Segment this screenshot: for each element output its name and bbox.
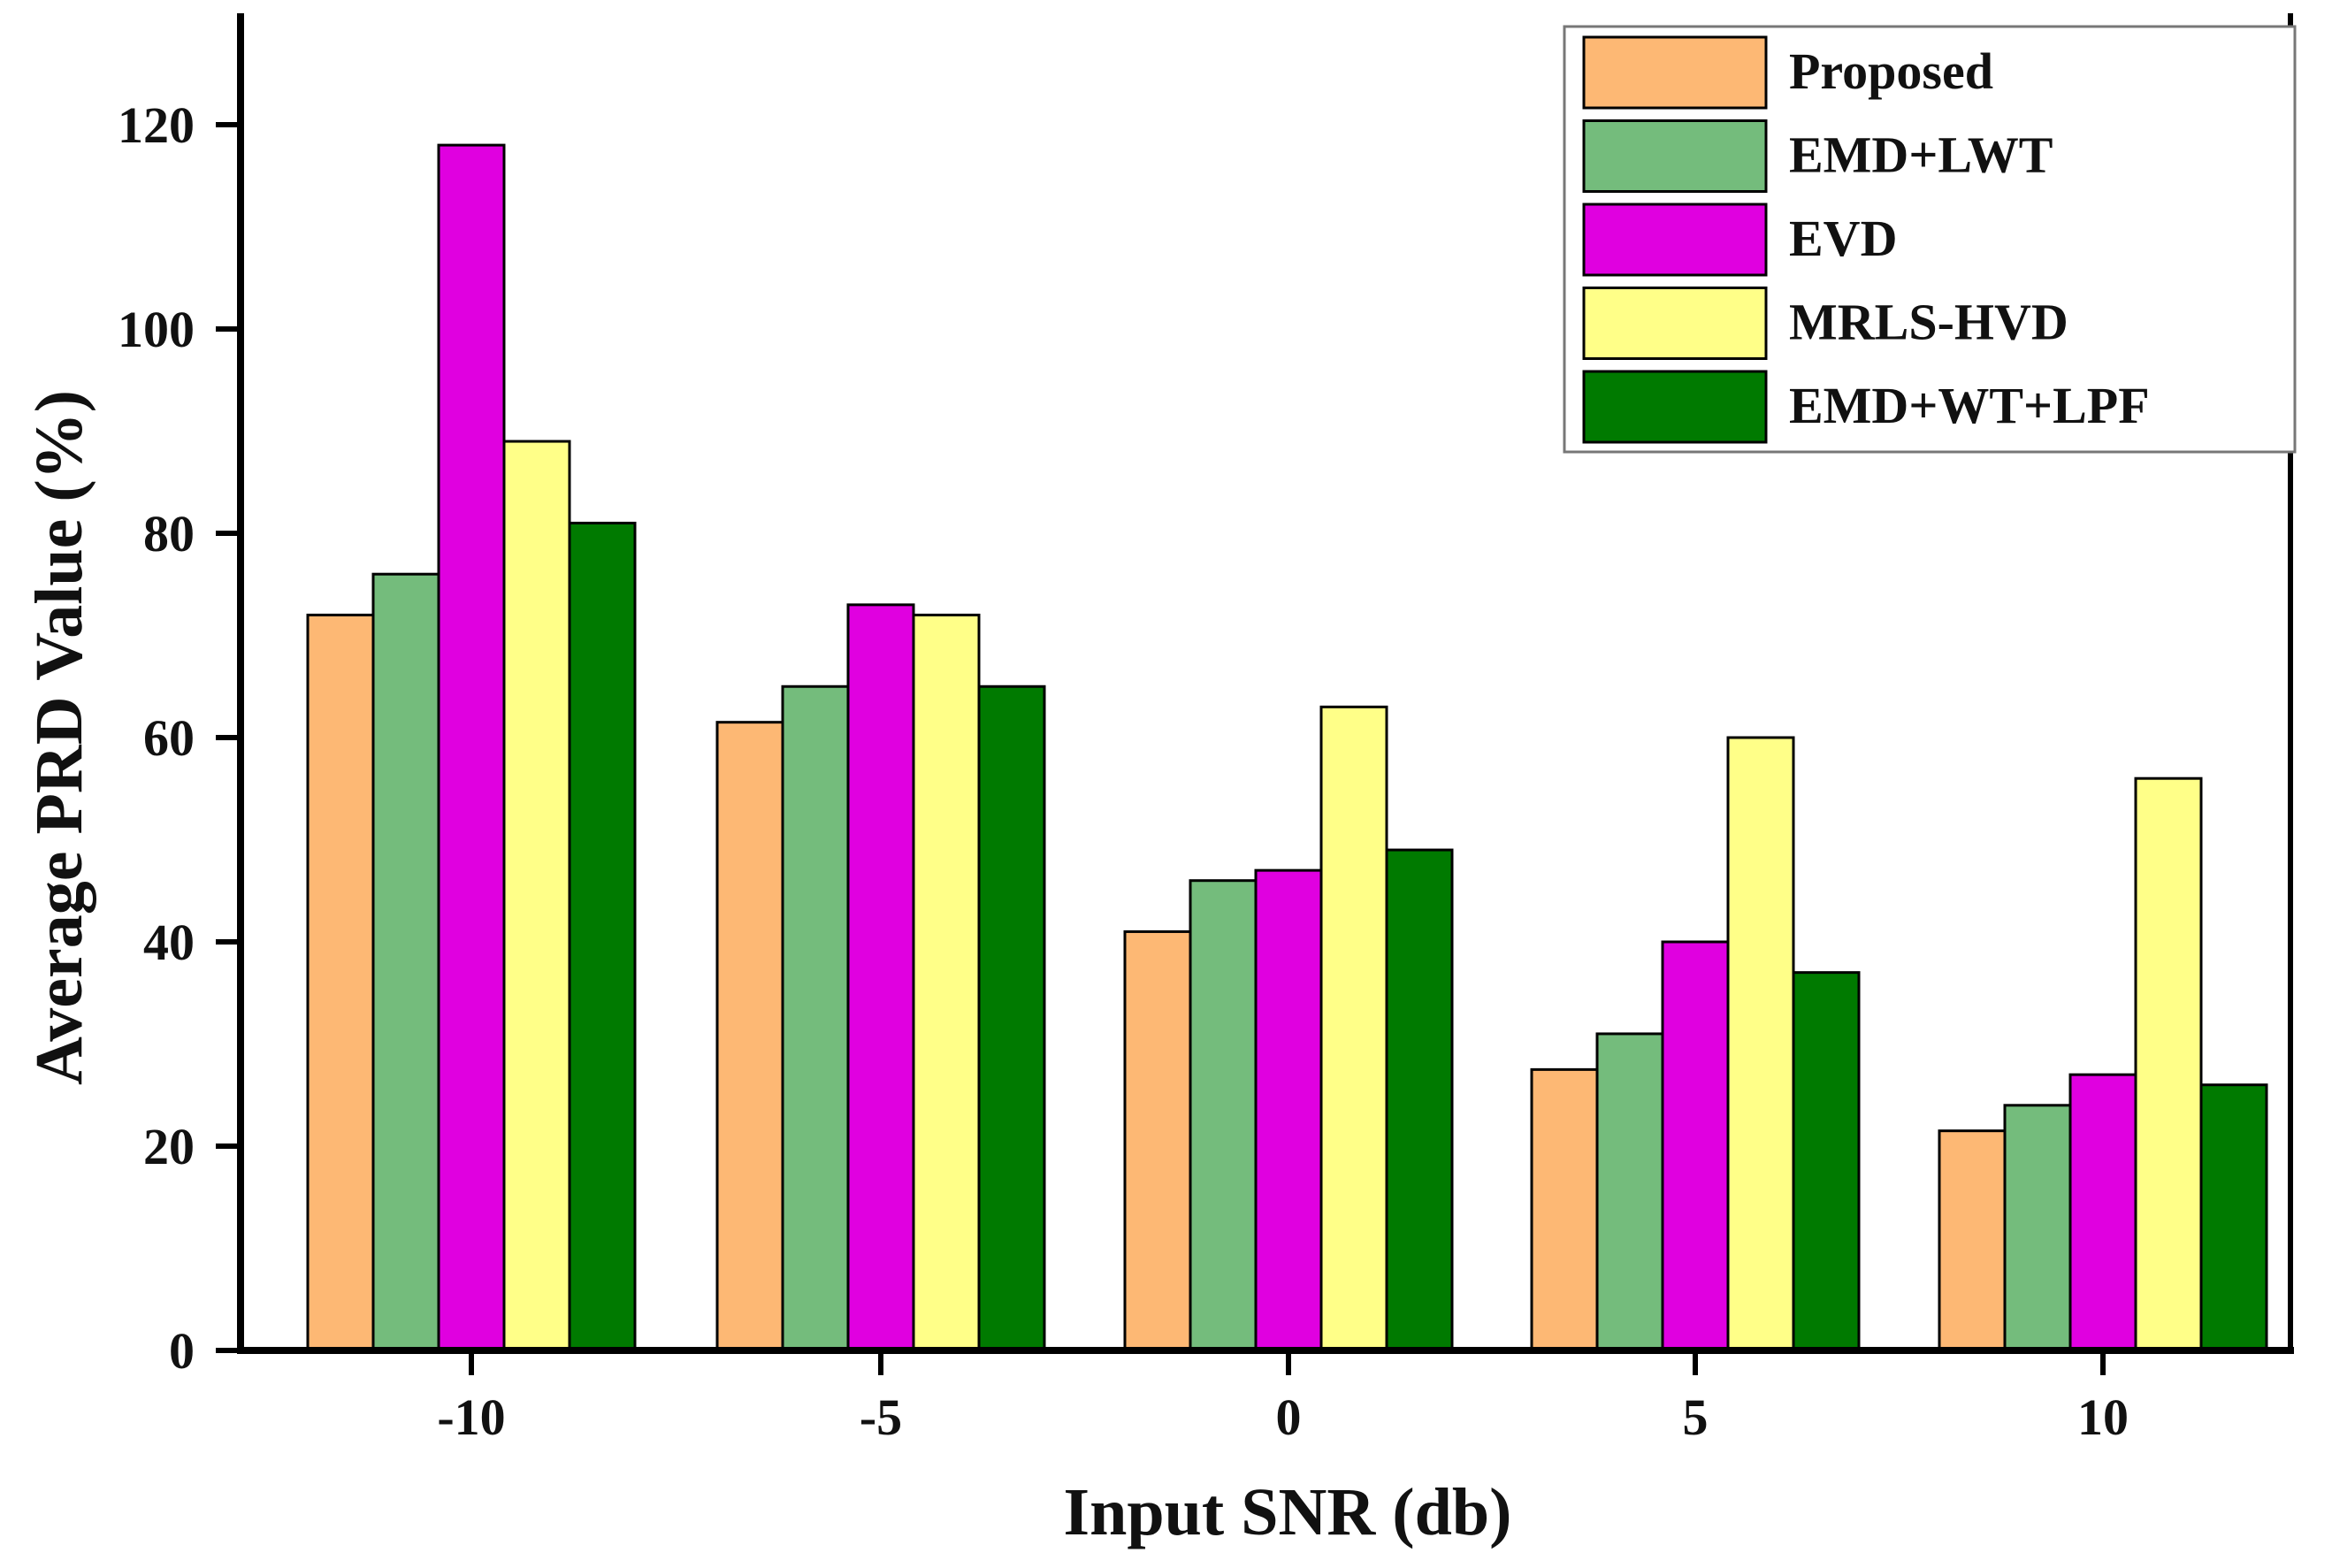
x-axis-title: Input SNR (db) [1064, 1475, 1512, 1549]
bar-evd--5 [846, 603, 915, 1352]
bar-emd-wt-lpf--5 [977, 685, 1046, 1352]
legend-swatch [1582, 119, 1768, 193]
x-tick-label: 5 [1683, 1388, 1709, 1446]
x-tick-label: -5 [860, 1388, 902, 1446]
y-tick-label: 60 [143, 709, 195, 767]
legend-label: EVD [1789, 210, 1897, 267]
y-tick-label: 20 [143, 1118, 195, 1175]
bar-mrls-hvd-10 [2134, 776, 2203, 1352]
bar-evd--10 [437, 143, 506, 1352]
bar-emd-lwt-5 [1595, 1032, 1664, 1352]
legend: Proposed EMD+LWT EVD MRLS-HVD EMD+WT+LPF [1563, 25, 2297, 454]
bar-emd-wt-lpf--10 [568, 521, 637, 1352]
bar-evd-5 [1661, 940, 1730, 1352]
bar-mrls-hvd-0 [1319, 705, 1388, 1352]
bar-emd-wt-lpf-10 [2199, 1083, 2268, 1352]
legend-label: Proposed [1789, 42, 1993, 100]
bar-proposed-0 [1123, 929, 1192, 1352]
bar-mrls-hvd--10 [502, 440, 571, 1352]
legend-swatch [1582, 203, 1768, 277]
bar-emd-lwt-10 [2003, 1104, 2072, 1352]
bar-evd-0 [1254, 868, 1323, 1352]
legend-label: EMD+WT+LPF [1789, 377, 2150, 434]
bars-layer [306, 143, 2268, 1352]
bar-evd-10 [2068, 1073, 2137, 1352]
bar-emd-wt-lpf-5 [1792, 971, 1861, 1352]
bar-proposed--5 [715, 721, 784, 1352]
legend-swatch [1582, 35, 1768, 110]
bar-emd-lwt--5 [781, 685, 850, 1352]
y-tick-label: 80 [143, 505, 195, 562]
bar-proposed-10 [1938, 1129, 2007, 1352]
x-tick-label: 10 [2077, 1388, 2129, 1446]
legend-swatch [1582, 287, 1768, 360]
y-tick-label: 100 [118, 301, 195, 358]
bar-emd-wt-lpf-0 [1385, 848, 1454, 1352]
x-tick-label: 0 [1276, 1388, 1302, 1446]
x-tick-label: -10 [437, 1388, 505, 1446]
y-tick-label: 40 [143, 914, 195, 971]
bar-mrls-hvd-5 [1726, 736, 1795, 1352]
y-tick-label: 0 [169, 1322, 195, 1380]
axes-layer: 0 20 40 60 80 100 120 -10 -5 0 5 10 [118, 13, 2294, 1446]
bar-proposed-5 [1530, 1067, 1599, 1352]
legend-swatch [1582, 370, 1768, 444]
bar-mrls-hvd--5 [912, 613, 981, 1352]
bar-emd-lwt--10 [371, 572, 440, 1352]
legend-label: EMD+LWT [1789, 126, 2053, 184]
legend-label: MRLS-HVD [1789, 294, 2068, 351]
y-tick-label: 120 [118, 96, 195, 154]
bar-proposed--10 [306, 613, 375, 1352]
y-axis-title: Average PRD Value (%) [22, 390, 96, 1085]
bar-emd-lwt-0 [1189, 879, 1258, 1352]
